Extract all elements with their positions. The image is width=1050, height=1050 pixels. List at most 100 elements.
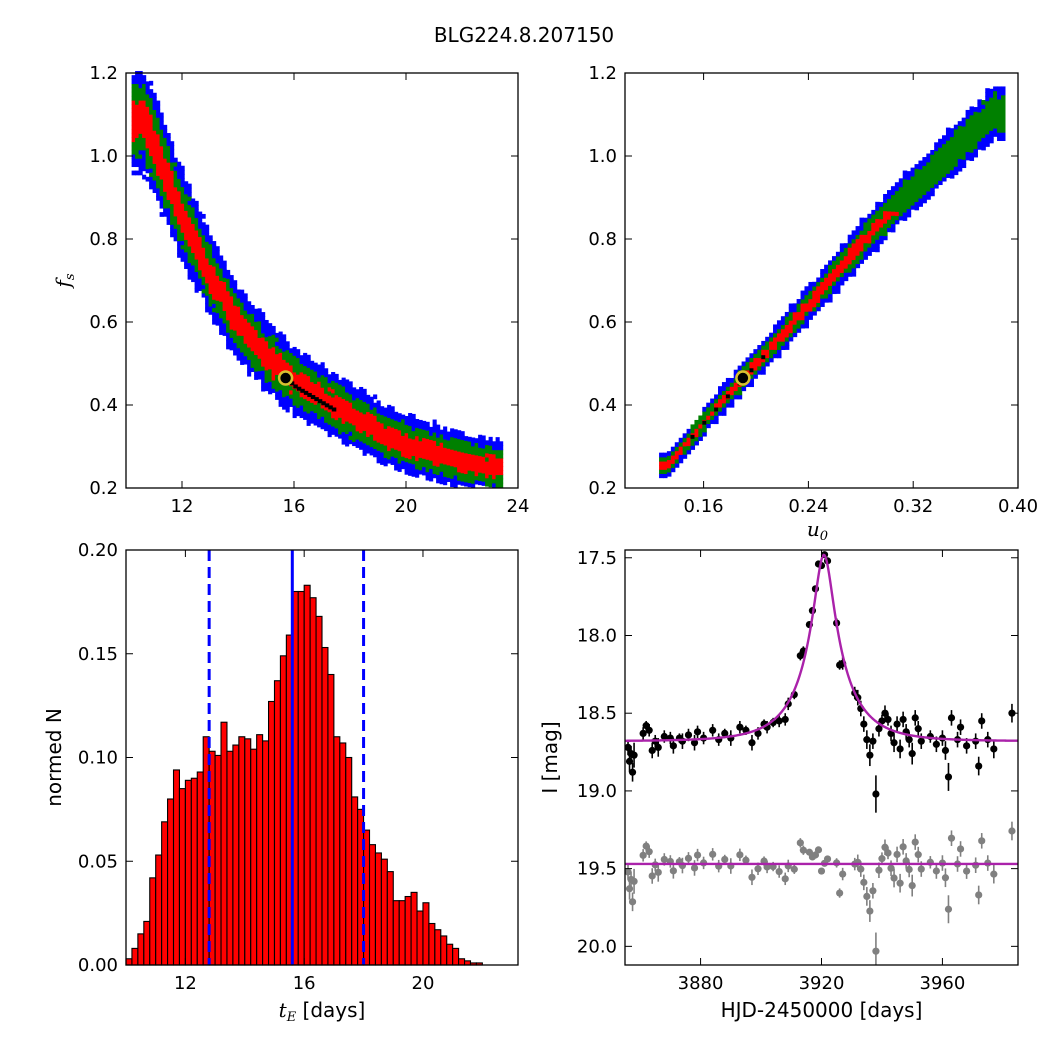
heat-cell-middle	[163, 137, 168, 143]
heat-cell-inner	[780, 328, 786, 334]
heat-cell-inner	[159, 149, 164, 155]
heat-cell-outer	[432, 419, 437, 425]
heat-cell-inner	[135, 112, 140, 118]
heat-cell-middle	[753, 353, 758, 359]
heat-cell-middle	[422, 433, 427, 439]
heat-cell-middle	[698, 415, 703, 421]
heat-cell-inner	[373, 431, 378, 437]
heat-cell-outer	[714, 394, 719, 400]
heat-cell-middle	[898, 207, 904, 213]
heat-cell-inner	[166, 170, 171, 176]
heat-cell-middle	[320, 407, 325, 413]
heat-cell-outer	[890, 223, 896, 229]
heat-cell-middle	[240, 306, 245, 311]
heat-cell-outer	[690, 445, 696, 450]
heat-cell-middle	[404, 457, 409, 463]
heat-cell-inner	[236, 318, 241, 324]
heat-cell-outer	[820, 273, 825, 278]
data-point	[748, 739, 756, 747]
heat-cell-outer	[678, 437, 684, 443]
heat-cell-inner	[163, 178, 168, 184]
heat-cell-middle	[478, 476, 483, 482]
heat-cell-outer	[131, 75, 136, 80]
heat-cell-inner	[415, 452, 420, 457]
heat-cell-outer	[131, 153, 136, 159]
heat-cell-inner	[499, 462, 504, 467]
heat-cell-inner	[453, 462, 458, 468]
heat-cell-inner	[152, 130, 157, 135]
heat-cell-middle	[394, 453, 399, 459]
heat-cell-core	[293, 384, 298, 389]
heat-cell-inner	[226, 290, 231, 296]
heat-cell-inner	[236, 322, 241, 328]
heat-cell-middle	[453, 441, 458, 447]
x-tick-label: 3960	[920, 973, 966, 994]
heat-cell-outer	[989, 134, 994, 140]
heat-cell-outer	[313, 412, 318, 418]
heat-cell-middle	[906, 183, 912, 189]
heat-cell-middle	[765, 340, 770, 346]
residual-point	[956, 845, 965, 853]
heat-cell-middle	[439, 433, 444, 439]
heat-cell-outer	[851, 230, 857, 236]
heat-cell-outer	[177, 165, 182, 171]
heat-cell-inner	[401, 439, 406, 445]
heat-cell-middle	[765, 345, 770, 350]
heat-cell-middle	[938, 163, 943, 169]
heat-cell-middle	[898, 203, 904, 208]
heat-cell-outer	[446, 477, 451, 482]
heat-cell-outer	[212, 319, 217, 325]
heat-cell-inner	[804, 307, 809, 312]
heat-cell-inner	[348, 402, 353, 407]
heat-cell-inner	[887, 210, 892, 216]
heat-cell-middle	[997, 103, 1002, 108]
heat-cell-outer	[867, 251, 872, 256]
heat-cell-middle	[1000, 127, 1006, 133]
heat-cell-outer	[733, 394, 739, 400]
heat-cell-inner	[394, 445, 399, 450]
heat-cell-outer	[824, 264, 829, 270]
heat-cell-middle	[173, 182, 178, 188]
heat-cell-outer	[871, 247, 876, 252]
heat-cell-middle	[847, 263, 853, 269]
heat-cell-middle	[156, 183, 161, 189]
heat-cell-middle	[177, 223, 182, 229]
heat-cell-middle	[796, 323, 802, 329]
heat-cell-inner	[453, 450, 458, 455]
heat-cell-middle	[749, 357, 754, 363]
heat-cell-middle	[173, 219, 178, 225]
heat-cell-inner	[835, 268, 841, 274]
heat-cell-outer	[215, 320, 220, 326]
heat-cell-middle	[390, 418, 395, 424]
heat-cell-inner	[222, 293, 227, 299]
heat-cell-inner	[408, 442, 413, 447]
heat-cell-middle	[205, 291, 210, 296]
heat-cell-inner	[198, 261, 203, 267]
heat-cell-inner	[404, 449, 409, 454]
heat-cell-middle	[355, 397, 360, 403]
heat-cell-middle	[906, 179, 912, 185]
heat-cell-middle	[208, 256, 213, 261]
heat-cell-middle	[863, 230, 868, 235]
heat-cell-middle	[170, 220, 175, 225]
heat-cell-middle	[997, 115, 1002, 121]
heat-cell-middle	[390, 422, 395, 428]
heat-cell-outer	[922, 161, 927, 166]
heat-cell-middle	[453, 445, 458, 451]
heat-cell-inner	[271, 346, 276, 352]
heat-cell-middle	[201, 276, 206, 281]
heat-cell-outer	[212, 303, 217, 309]
heat-cell-inner	[761, 357, 766, 363]
heat-cell-inner	[187, 229, 192, 235]
heat-cell-outer	[271, 388, 276, 393]
heat-cell-inner	[240, 314, 245, 320]
heat-cell-outer	[219, 330, 224, 335]
heat-cell-inner	[792, 311, 798, 317]
heat-cell-inner	[352, 408, 357, 413]
heat-cell-middle	[706, 419, 711, 425]
heat-cell-core	[310, 395, 316, 400]
heat-cell-outer	[264, 324, 269, 329]
heat-cell-middle	[706, 410, 711, 416]
heat-cell-inner	[240, 331, 245, 336]
heat-cell-inner	[422, 449, 427, 455]
